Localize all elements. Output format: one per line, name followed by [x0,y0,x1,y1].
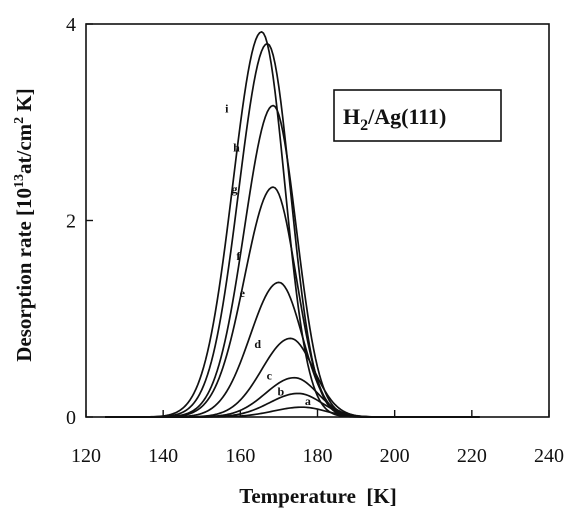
y-tick-label: 4 [66,14,76,36]
curve-c [105,376,480,418]
curve-label-e: e [240,286,246,300]
curve-e [105,281,480,418]
x-tick-label: 160 [225,445,255,467]
y-tick-label: 2 [66,211,76,233]
curve-label-d: d [254,337,261,351]
legend-text: H2/Ag(111) [343,104,446,134]
x-tick-label: 240 [534,445,564,467]
x-tick-label: 120 [71,445,101,467]
curve-b [105,392,480,418]
x-axis-label: Temperature [K] [239,484,396,508]
legend-box [333,89,502,142]
curve-label-a: a [305,394,311,408]
desorption-curves [105,31,480,418]
x-tick-label: 140 [148,445,178,467]
legend: H2/Ag(111) [333,89,502,142]
curve-i [105,31,480,418]
y-tick-label: 0 [66,407,76,429]
x-tick-label: 200 [380,445,410,467]
axis-ticks: 120 140 160 180 200 220 240 0 2 4 [66,14,564,467]
y-axis-label: Desorption rate [1013at/cm2 K] [12,88,36,362]
curve-label-i: i [225,101,229,115]
plot-frame [85,23,550,418]
curve-label-b: b [278,384,285,398]
x-tick-label: 180 [303,445,333,467]
x-tick-label: 220 [457,445,487,467]
curve-label-h: h [233,141,240,155]
curve-labels: a bc d e f g h i [225,101,311,408]
curve-label-g: g [232,182,238,196]
curve-label-f: f [236,249,241,263]
curve-label-c: c [267,369,273,383]
